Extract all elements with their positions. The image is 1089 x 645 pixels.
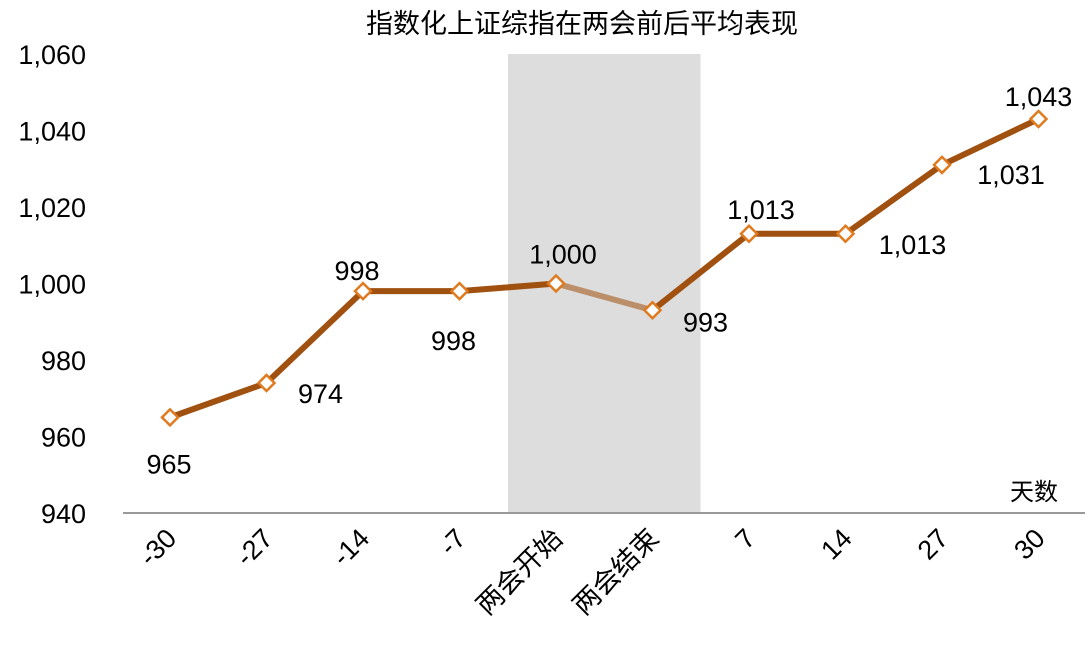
y-tick-label: 1,060: [18, 40, 86, 70]
x-axis-unit-label: 天数: [1010, 478, 1058, 506]
x-tick-label: -27: [230, 523, 279, 572]
data-point-marker: [353, 281, 373, 301]
chart-title: 指数化上证综指在两会前后平均表现: [366, 9, 798, 40]
y-tick-label: 1,000: [18, 270, 86, 300]
x-tick-label: 30: [1008, 523, 1050, 565]
x-tick-label: 7: [729, 523, 761, 555]
series-line: [167, 116, 1042, 421]
y-tick-label: 940: [41, 499, 86, 529]
line-segment: [842, 161, 945, 237]
line-segment: [553, 280, 656, 314]
data-label: 998: [431, 326, 476, 356]
x-tick-label: 两会开始: [471, 523, 569, 621]
data-point-marker: [835, 224, 856, 244]
data-point-marker: [256, 373, 277, 393]
y-axis-ticks: 940 960 980 1,000 1,020 1,040 1,060: [18, 40, 86, 529]
data-labels: 965 974 998 998 1,000 993 1,013 1,013 1,031 1,043: [146, 82, 1072, 479]
x-tick-label: -14: [326, 523, 375, 572]
line-segment: [939, 116, 1042, 168]
line-segment: [167, 379, 270, 421]
data-point-marker: [449, 281, 470, 301]
data-point-marker: [546, 273, 566, 294]
y-tick-label: 980: [41, 346, 86, 376]
line-segment: [456, 280, 559, 295]
data-label: 1,013: [879, 230, 947, 260]
data-point-marker: [932, 155, 952, 175]
data-point-marker: [739, 224, 759, 244]
data-label: 993: [683, 307, 728, 337]
x-tick-label: 27: [912, 523, 954, 565]
data-label: 1,031: [977, 160, 1045, 190]
data-label: 1,000: [529, 240, 597, 270]
data-label: 965: [146, 449, 191, 479]
data-point-marker: [1028, 109, 1049, 129]
data-label: 998: [334, 256, 379, 286]
data-label: 1,013: [727, 195, 795, 225]
x-tick-label: -30: [133, 523, 182, 572]
data-label: 1,043: [1005, 82, 1073, 112]
data-point-marker: [642, 300, 663, 321]
line-segment: [263, 288, 366, 386]
x-tick-label: -7: [434, 523, 472, 561]
y-tick-label: 1,020: [18, 193, 86, 223]
line-segment: [649, 230, 752, 314]
data-label: 974: [298, 379, 343, 409]
series-markers: [160, 109, 1049, 428]
x-tick-label: 两会结束: [567, 523, 665, 621]
x-tick-label: 14: [815, 523, 857, 565]
y-tick-label: 1,040: [18, 117, 86, 147]
y-tick-label: 960: [41, 423, 86, 453]
data-point-marker: [160, 407, 180, 428]
